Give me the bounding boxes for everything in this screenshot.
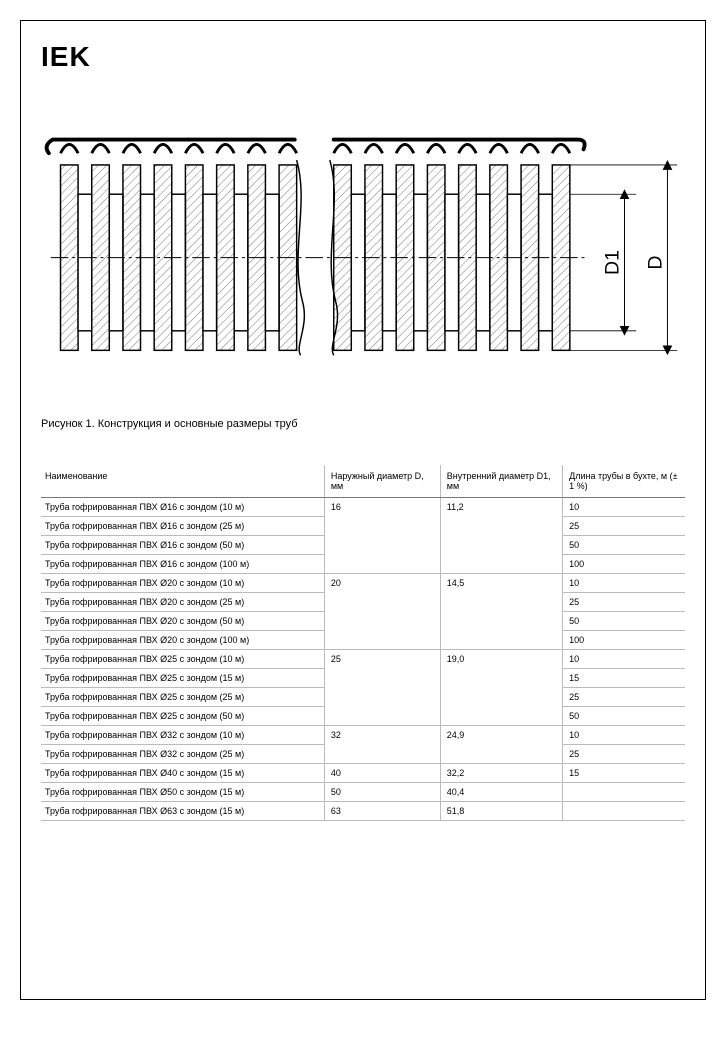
table-row: Труба гофрированная ПВХ Ø32 с зондом (10… [41,726,685,745]
cell-d1: 11,2 [440,498,562,574]
cell-d: 25 [324,650,440,726]
cell-name: Труба гофрированная ПВХ Ø16 с зондом (10… [41,555,324,574]
cell-name: Труба гофрированная ПВХ Ø16 с зондом (50… [41,536,324,555]
dim-label-d1: D1 [602,250,624,275]
table-row: Труба гофрированная ПВХ Ø40 с зондом (15… [41,764,685,783]
cell-d: 63 [324,802,440,821]
th-name: Наименование [41,465,324,498]
cell-len [563,783,685,802]
cell-name: Труба гофрированная ПВХ Ø32 с зондом (25… [41,745,324,764]
cell-len: 25 [563,517,685,536]
cell-len: 50 [563,707,685,726]
th-d1: Внутренний диаметр D1, мм [440,465,562,498]
table-row: Труба гофрированная ПВХ Ø16 с зондом (10… [41,498,685,517]
cell-d: 32 [324,726,440,764]
cell-len: 100 [563,555,685,574]
cell-name: Труба гофрированная ПВХ Ø25 с зондом (15… [41,669,324,688]
th-d: Наружный диаметр D, мм [324,465,440,498]
brand-logo: IEK [41,41,685,73]
cell-d1: 24,9 [440,726,562,764]
cell-len: 10 [563,574,685,593]
cell-d1: 32,2 [440,764,562,783]
cell-name: Труба гофрированная ПВХ Ø20 с зондом (10… [41,574,324,593]
corrugated-pipe-diagram: D D1 [41,103,685,383]
cell-len: 50 [563,536,685,555]
cell-name: Труба гофрированная ПВХ Ø16 с зондом (10… [41,498,324,517]
cell-len: 15 [563,669,685,688]
table-body: Труба гофрированная ПВХ Ø16 с зондом (10… [41,498,685,821]
cell-len: 10 [563,498,685,517]
cell-len: 50 [563,612,685,631]
cell-name: Труба гофрированная ПВХ Ø40 с зондом (15… [41,764,324,783]
cell-d1: 40,4 [440,783,562,802]
table-row: Труба гофрированная ПВХ Ø50 с зондом (15… [41,783,685,802]
cell-len: 10 [563,650,685,669]
document-page: IEK [20,20,706,1000]
cell-name: Труба гофрированная ПВХ Ø20 с зондом (10… [41,631,324,650]
table-row: Труба гофрированная ПВХ Ø63 с зондом (15… [41,802,685,821]
cell-name: Труба гофрированная ПВХ Ø25 с зондом (50… [41,707,324,726]
figure-diagram: D D1 [41,103,685,383]
cell-d: 50 [324,783,440,802]
table-row: Труба гофрированная ПВХ Ø20 с зондом (10… [41,574,685,593]
dim-label-d: D [645,255,667,269]
cell-name: Труба гофрированная ПВХ Ø20 с зондом (50… [41,612,324,631]
figure-caption: Рисунок 1. Конструкция и основные размер… [41,418,685,430]
cell-name: Труба гофрированная ПВХ Ø32 с зондом (10… [41,726,324,745]
cell-d: 40 [324,764,440,783]
spec-table: Наименование Наружный диаметр D, мм Внут… [41,465,685,821]
cell-d1: 14,5 [440,574,562,650]
cell-len: 10 [563,726,685,745]
cell-len: 100 [563,631,685,650]
th-len: Длина трубы в бухте, м (± 1 %) [563,465,685,498]
cell-d: 20 [324,574,440,650]
cell-len: 25 [563,688,685,707]
cell-name: Труба гофрированная ПВХ Ø63 с зондом (15… [41,802,324,821]
cell-name: Труба гофрированная ПВХ Ø16 с зондом (25… [41,517,324,536]
cell-len [563,802,685,821]
cell-d: 16 [324,498,440,574]
cell-name: Труба гофрированная ПВХ Ø20 с зондом (25… [41,593,324,612]
cell-len: 15 [563,764,685,783]
cell-d1: 19,0 [440,650,562,726]
cell-name: Труба гофрированная ПВХ Ø50 с зондом (15… [41,783,324,802]
cell-len: 25 [563,745,685,764]
cell-name: Труба гофрированная ПВХ Ø25 с зондом (25… [41,688,324,707]
cell-name: Труба гофрированная ПВХ Ø25 с зондом (10… [41,650,324,669]
cell-len: 25 [563,593,685,612]
table-row: Труба гофрированная ПВХ Ø25 с зондом (10… [41,650,685,669]
cell-d1: 51,8 [440,802,562,821]
